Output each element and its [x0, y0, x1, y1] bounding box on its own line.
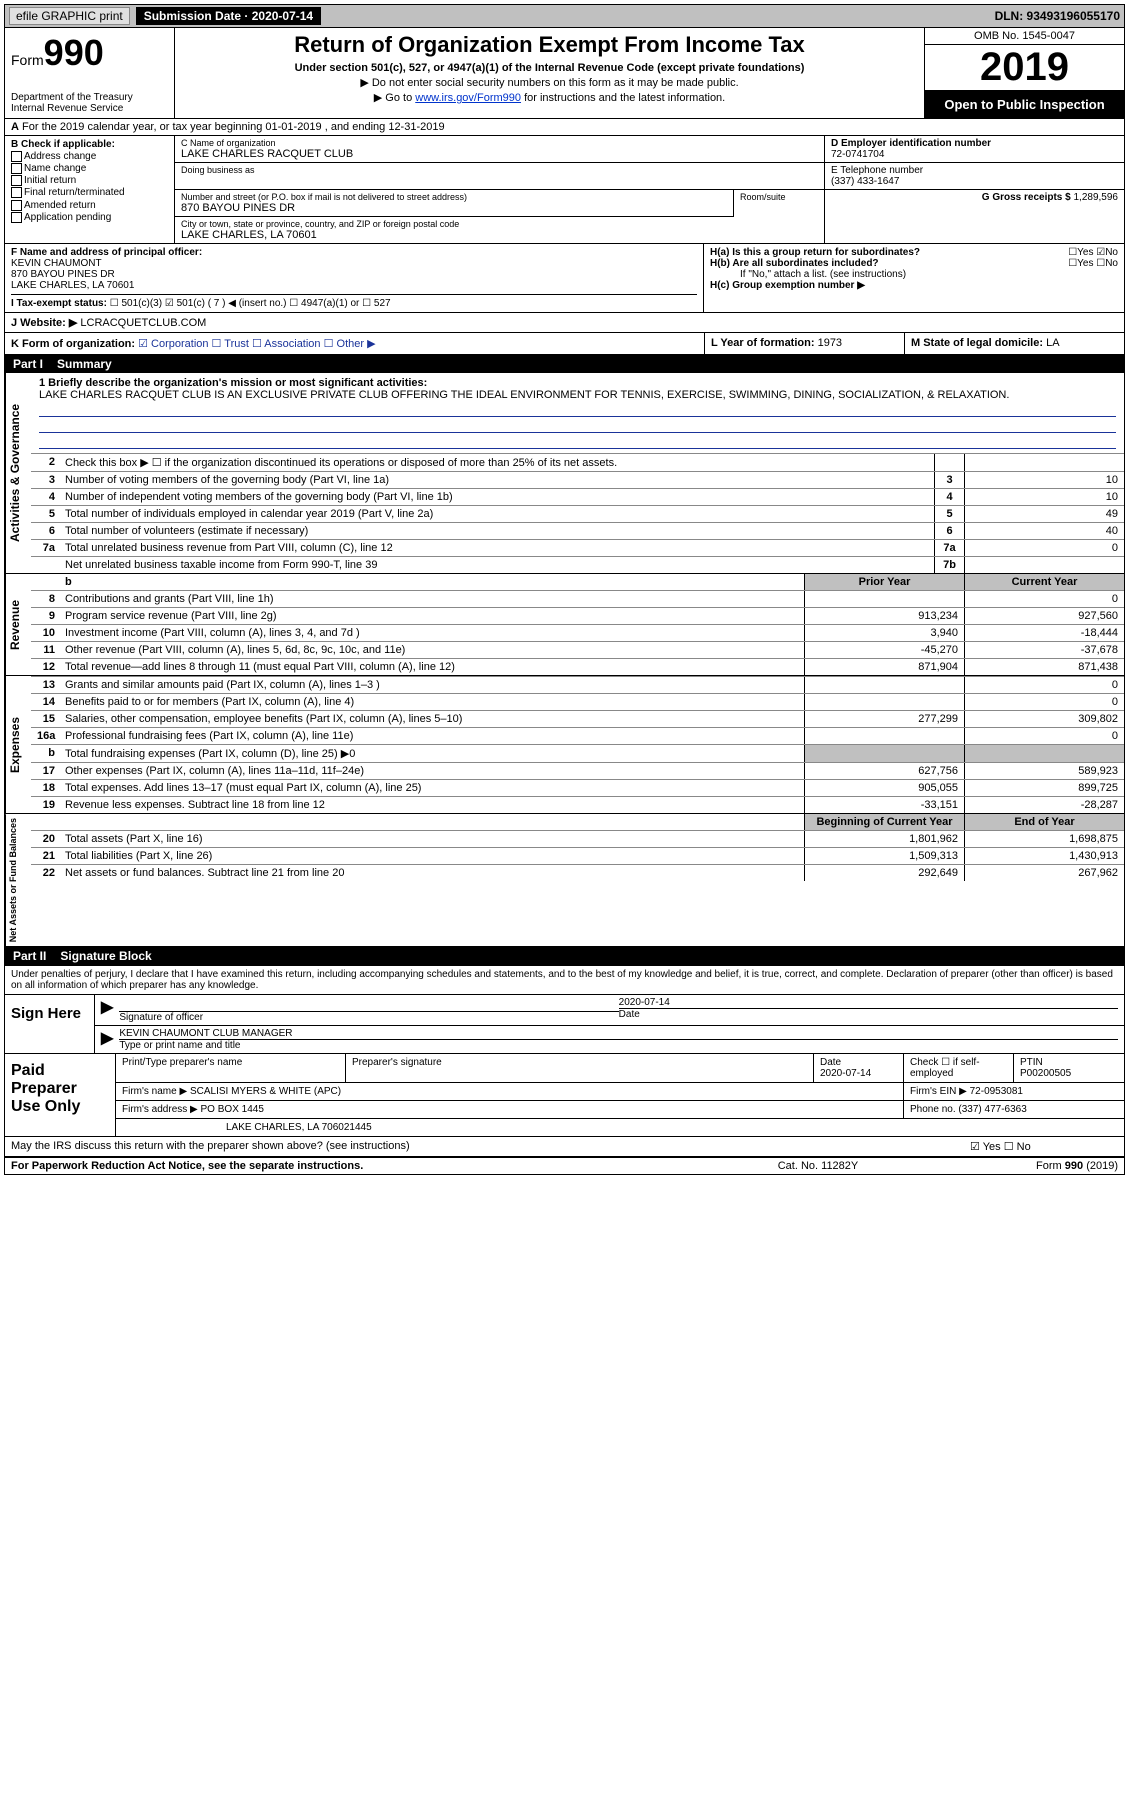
hb-answer: ☐Yes ☐No	[1068, 258, 1118, 269]
hb-note: If "No," attach a list. (see instruction…	[710, 269, 1118, 280]
form-title: Return of Organization Exempt From Incom…	[185, 32, 914, 58]
addr-label: Number and street (or P.O. box if mail i…	[181, 192, 727, 202]
org-name: LAKE CHARLES RACQUET CLUB	[181, 148, 818, 160]
sig-name-label: Type or print name and title	[119, 1040, 240, 1051]
top-bar: efile GRAPHIC print Submission Date · 20…	[5, 5, 1124, 28]
summary-governance: Activities & Governance 1 Briefly descri…	[5, 373, 1124, 574]
sign-here-label: Sign Here	[5, 995, 95, 1053]
part-1-header: Part I Summary	[5, 355, 1124, 373]
sig-officer-label: Signature of officer	[119, 1012, 203, 1023]
omb-number: OMB No. 1545-0047	[925, 28, 1124, 45]
officer-name: KEVIN CHAUMONT	[11, 258, 697, 269]
form-note-1: ▶ Do not enter social security numbers o…	[185, 76, 914, 89]
summary-expenses: Expenses 13Grants and similar amounts pa…	[5, 676, 1124, 814]
city-label: City or town, state or province, country…	[181, 219, 818, 229]
sidelabel-governance: Activities & Governance	[5, 373, 31, 573]
row-a-tax-year: A For the 2019 calendar year, or tax yea…	[5, 119, 1124, 136]
sig-date: 2020-07-14	[619, 997, 1118, 1008]
website-value: LCRACQUETCLUB.COM	[80, 317, 206, 329]
website-label: J Website: ▶	[11, 317, 77, 329]
row-f-h: F Name and address of principal officer:…	[5, 244, 1124, 313]
addr-value: 870 BAYOU PINES DR	[181, 202, 727, 214]
form-org-opts: ☑ Corporation ☐ Trust ☐ Association ☐ Ot…	[138, 338, 375, 350]
sig-date-label: Date	[619, 1009, 640, 1020]
sidelabel-netassets: Net Assets or Fund Balances	[5, 814, 31, 946]
city-value: LAKE CHARLES, LA 70601	[181, 229, 818, 241]
paid-preparer-label: Paid Preparer Use Only	[5, 1054, 115, 1136]
phone-value: (337) 433-1647	[831, 176, 1118, 187]
submission-date: Submission Date · 2020-07-14	[136, 7, 321, 25]
officer-addr2: LAKE CHARLES, LA 70601	[11, 280, 697, 291]
mission-label: 1 Briefly describe the organization's mi…	[39, 377, 427, 389]
form-note-2: ▶ Go to www.irs.gov/Form990 for instruct…	[185, 91, 914, 104]
form-org-label: K Form of organization:	[11, 338, 135, 350]
gross-label: G Gross receipts $	[982, 192, 1071, 203]
discuss-question: May the IRS discuss this return with the…	[5, 1137, 964, 1156]
sidelabel-revenue: Revenue	[5, 574, 31, 675]
summary-netassets: Net Assets or Fund Balances Beginning of…	[5, 814, 1124, 947]
current-year-header: Current Year	[964, 574, 1124, 590]
hc-label: H(c) Group exemption number ▶	[710, 280, 865, 291]
prior-year-header: Prior Year	[804, 574, 964, 590]
discuss-answer: ☑ Yes ☐ No	[964, 1137, 1124, 1156]
form-header: Form990 Department of the Treasury Inter…	[5, 28, 1124, 119]
signature-block: Under penalties of perjury, I declare th…	[5, 965, 1124, 1157]
form-subtitle: Under section 501(c), 527, or 4947(a)(1)…	[185, 62, 914, 74]
ha-answer: ☐Yes ☑No	[1068, 247, 1118, 258]
part-2-header: Part II Signature Block	[5, 947, 1124, 965]
ein-value: 72-0741704	[831, 149, 1118, 160]
room-label: Room/suite	[740, 192, 818, 202]
section-b-to-g: B Check if applicable: Address change Na…	[5, 136, 1124, 244]
gross-value: 1,289,596	[1074, 192, 1119, 203]
tax-year: 2019	[925, 45, 1124, 91]
beg-year-header: Beginning of Current Year	[804, 814, 964, 830]
col-b-checkboxes: B Check if applicable: Address change Na…	[5, 136, 175, 243]
phone-label: E Telephone number	[831, 165, 1118, 176]
sig-name: KEVIN CHAUMONT CLUB MANAGER	[119, 1028, 1118, 1039]
efile-button[interactable]: efile GRAPHIC print	[9, 7, 130, 25]
form-number: Form990	[11, 32, 168, 74]
officer-label: F Name and address of principal officer:	[11, 247, 202, 258]
mission-text: LAKE CHARLES RACQUET CLUB IS AN EXCLUSIV…	[39, 389, 1116, 401]
irs-link[interactable]: www.irs.gov/Form990	[415, 92, 521, 104]
hb-label: H(b) Are all subordinates included?	[710, 258, 879, 269]
summary-revenue: Revenue b Prior Year Current Year 8Contr…	[5, 574, 1124, 676]
form-990-page: efile GRAPHIC print Submission Date · 20…	[4, 4, 1125, 1175]
ein-label: D Employer identification number	[831, 138, 991, 149]
open-public-badge: Open to Public Inspection	[925, 91, 1124, 118]
sidelabel-expenses: Expenses	[5, 676, 31, 813]
org-name-label: C Name of organization	[181, 138, 818, 148]
tax-exempt-label: I Tax-exempt status:	[11, 298, 107, 309]
end-year-header: End of Year	[964, 814, 1124, 830]
dln-label: DLN: 93493196055170	[995, 9, 1120, 23]
ha-label: H(a) Is this a group return for subordin…	[710, 247, 920, 258]
dept-label: Department of the Treasury Internal Reve…	[11, 92, 168, 114]
dba-label: Doing business as	[181, 165, 818, 175]
tax-exempt-opts: ☐ 501(c)(3) ☑ 501(c) ( 7 ) ◀ (insert no.…	[110, 298, 391, 309]
declaration-text: Under penalties of perjury, I declare th…	[5, 966, 1124, 994]
page-footer: For Paperwork Reduction Act Notice, see …	[5, 1157, 1124, 1174]
officer-addr1: 870 BAYOU PINES DR	[11, 269, 697, 280]
